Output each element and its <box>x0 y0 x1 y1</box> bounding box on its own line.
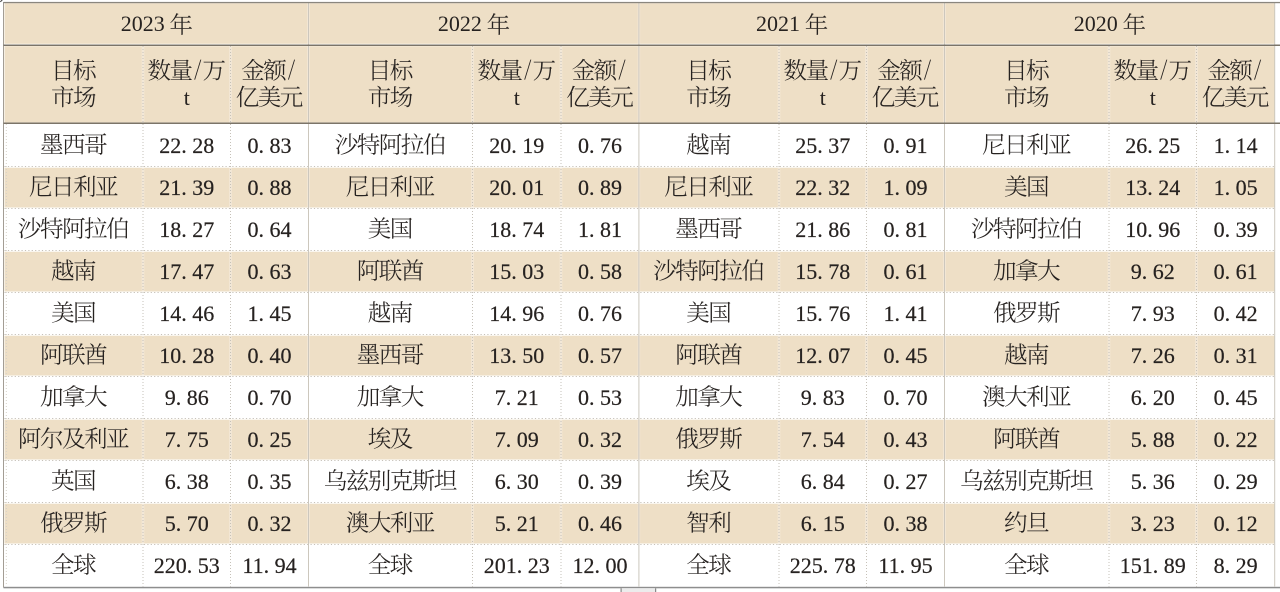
svg-text:2021: 2021 <box>756 11 800 36</box>
svg-text:0. 43: 0. 43 <box>884 427 928 452</box>
svg-text:0. 76: 0. 76 <box>578 133 622 158</box>
svg-text:0. 12: 0. 12 <box>1214 511 1258 536</box>
svg-text:8. 29: 8. 29 <box>1214 553 1258 578</box>
svg-text:15. 78: 15. 78 <box>795 259 850 284</box>
svg-text:20. 19: 20. 19 <box>489 133 544 158</box>
svg-text:0. 29: 0. 29 <box>1214 469 1258 494</box>
svg-text:225. 78: 225. 78 <box>790 553 856 578</box>
svg-text:6. 15: 6. 15 <box>801 511 845 536</box>
svg-text:0. 25: 0. 25 <box>248 427 292 452</box>
svg-text:1. 05: 1. 05 <box>1214 175 1258 200</box>
svg-text:1. 41: 1. 41 <box>884 301 928 326</box>
svg-text:21. 39: 21. 39 <box>159 175 214 200</box>
svg-text:0. 88: 0. 88 <box>248 175 292 200</box>
svg-text:12. 00: 12. 00 <box>573 553 628 578</box>
svg-text:14. 46: 14. 46 <box>159 301 214 326</box>
svg-text:t: t <box>820 85 826 110</box>
svg-text:0. 81: 0. 81 <box>884 217 928 242</box>
svg-text:22. 32: 22. 32 <box>795 175 850 200</box>
svg-text:9. 62: 9. 62 <box>1131 259 1175 284</box>
svg-text:1. 45: 1. 45 <box>248 301 292 326</box>
svg-text:20. 01: 20. 01 <box>489 175 544 200</box>
svg-text:6. 20: 6. 20 <box>1131 385 1175 410</box>
svg-text:5. 88: 5. 88 <box>1131 427 1175 452</box>
svg-text:0. 89: 0. 89 <box>578 175 622 200</box>
svg-text:6. 30: 6. 30 <box>495 469 539 494</box>
svg-text:0. 45: 0. 45 <box>1214 385 1258 410</box>
svg-text:7. 75: 7. 75 <box>165 427 209 452</box>
svg-text:0. 27: 0. 27 <box>884 469 928 494</box>
svg-text:12. 07: 12. 07 <box>795 343 850 368</box>
svg-text:1. 14: 1. 14 <box>1214 133 1258 158</box>
svg-text:t: t <box>184 85 190 110</box>
svg-text:9. 86: 9. 86 <box>165 385 209 410</box>
svg-text:7. 21: 7. 21 <box>495 385 539 410</box>
svg-text:0. 22: 0. 22 <box>1214 427 1258 452</box>
svg-text:7. 54: 7. 54 <box>801 427 845 452</box>
svg-text:0. 58: 0. 58 <box>578 259 622 284</box>
svg-text:6. 84: 6. 84 <box>801 469 845 494</box>
svg-text:18. 74: 18. 74 <box>489 217 544 242</box>
svg-text:0. 40: 0. 40 <box>248 343 292 368</box>
svg-text:25. 37: 25. 37 <box>795 133 850 158</box>
svg-text:0. 70: 0. 70 <box>248 385 292 410</box>
svg-text:0. 31: 0. 31 <box>1214 343 1258 368</box>
svg-text:0. 64: 0. 64 <box>248 217 292 242</box>
svg-text:5. 36: 5. 36 <box>1131 469 1175 494</box>
svg-text:7. 93: 7. 93 <box>1131 301 1175 326</box>
svg-text:220. 53: 220. 53 <box>154 553 220 578</box>
svg-text:0. 57: 0. 57 <box>578 343 622 368</box>
svg-text:6. 38: 6. 38 <box>165 469 209 494</box>
svg-text:17. 47: 17. 47 <box>159 259 214 284</box>
svg-text:201. 23: 201. 23 <box>484 553 550 578</box>
svg-text:0. 42: 0. 42 <box>1214 301 1258 326</box>
svg-text:0. 61: 0. 61 <box>884 259 928 284</box>
svg-text:3. 23: 3. 23 <box>1131 511 1175 536</box>
svg-text:0. 38: 0. 38 <box>884 511 928 536</box>
svg-text:0. 61: 0. 61 <box>1214 259 1258 284</box>
svg-text:151. 89: 151. 89 <box>1120 553 1186 578</box>
svg-text:14. 96: 14. 96 <box>489 301 544 326</box>
svg-text:0. 46: 0. 46 <box>578 511 622 536</box>
svg-text:1. 81: 1. 81 <box>578 217 622 242</box>
svg-text:26. 25: 26. 25 <box>1125 133 1180 158</box>
svg-text:1. 09: 1. 09 <box>884 175 928 200</box>
svg-text:5. 70: 5. 70 <box>165 511 209 536</box>
svg-text:0. 53: 0. 53 <box>578 385 622 410</box>
svg-text:t: t <box>514 85 520 110</box>
svg-text:0. 35: 0. 35 <box>248 469 292 494</box>
svg-text:0. 76: 0. 76 <box>578 301 622 326</box>
svg-text:15. 76: 15. 76 <box>795 301 850 326</box>
svg-text:9. 83: 9. 83 <box>801 385 845 410</box>
svg-text:2020: 2020 <box>1074 11 1118 36</box>
svg-text:2023: 2023 <box>121 11 165 36</box>
svg-text:0. 63: 0. 63 <box>248 259 292 284</box>
svg-text:11. 95: 11. 95 <box>878 553 932 578</box>
svg-text:10. 28: 10. 28 <box>159 343 214 368</box>
svg-text:0. 39: 0. 39 <box>578 469 622 494</box>
svg-text:11. 94: 11. 94 <box>242 553 296 578</box>
svg-text:t: t <box>1150 85 1156 110</box>
svg-text:21. 86: 21. 86 <box>795 217 850 242</box>
svg-text:2022: 2022 <box>438 11 482 36</box>
svg-text:0. 45: 0. 45 <box>884 343 928 368</box>
svg-text:0. 32: 0. 32 <box>578 427 622 452</box>
svg-text:0. 32: 0. 32 <box>248 511 292 536</box>
svg-text:13. 50: 13. 50 <box>489 343 544 368</box>
svg-text:18. 27: 18. 27 <box>159 217 214 242</box>
svg-text:0. 91: 0. 91 <box>884 133 928 158</box>
svg-text:13. 24: 13. 24 <box>1125 175 1180 200</box>
svg-text:22. 28: 22. 28 <box>159 133 214 158</box>
svg-text:0. 39: 0. 39 <box>1214 217 1258 242</box>
svg-text:5. 21: 5. 21 <box>495 511 539 536</box>
svg-text:0. 83: 0. 83 <box>248 133 292 158</box>
svg-text:15. 03: 15. 03 <box>489 259 544 284</box>
svg-text:7. 09: 7. 09 <box>495 427 539 452</box>
svg-text:7. 26: 7. 26 <box>1131 343 1175 368</box>
svg-text:10. 96: 10. 96 <box>1125 217 1180 242</box>
svg-text:0. 70: 0. 70 <box>884 385 928 410</box>
